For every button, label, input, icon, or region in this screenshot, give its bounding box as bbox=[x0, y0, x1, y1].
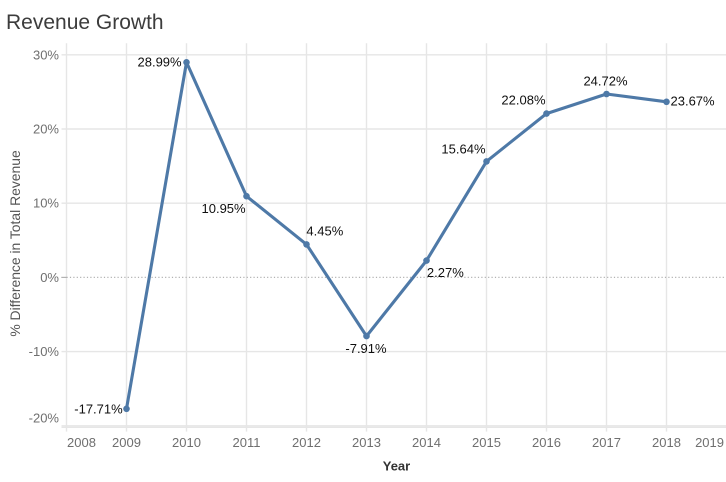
svg-text:-10%: -10% bbox=[29, 344, 60, 359]
svg-text:Year: Year bbox=[383, 459, 410, 474]
svg-text:-17.71%: -17.71% bbox=[74, 401, 123, 416]
svg-text:2016: 2016 bbox=[532, 435, 561, 450]
svg-text:2009: 2009 bbox=[112, 435, 141, 450]
svg-text:15.64%: 15.64% bbox=[441, 141, 486, 156]
svg-text:24.72%: 24.72% bbox=[583, 74, 628, 89]
svg-text:2.27%: 2.27% bbox=[427, 265, 464, 280]
svg-text:10%: 10% bbox=[33, 196, 59, 211]
svg-text:% Difference in Total Revenue: % Difference in Total Revenue bbox=[7, 150, 23, 337]
svg-text:23.67%: 23.67% bbox=[671, 94, 716, 109]
svg-text:2010: 2010 bbox=[172, 435, 201, 450]
svg-text:20%: 20% bbox=[33, 122, 59, 137]
svg-text:-7.91%: -7.91% bbox=[345, 341, 387, 356]
svg-text:Revenue Growth: Revenue Growth bbox=[6, 11, 164, 34]
svg-text:2019: 2019 bbox=[695, 435, 724, 450]
svg-text:2014: 2014 bbox=[412, 435, 441, 450]
svg-text:2011: 2011 bbox=[233, 435, 261, 450]
svg-text:10.95%: 10.95% bbox=[202, 201, 247, 216]
svg-text:0%: 0% bbox=[40, 270, 59, 285]
svg-text:2018: 2018 bbox=[652, 435, 681, 450]
svg-text:4.45%: 4.45% bbox=[306, 224, 343, 239]
svg-text:2012: 2012 bbox=[292, 435, 321, 450]
svg-text:-20%: -20% bbox=[29, 411, 60, 426]
svg-text:22.08%: 22.08% bbox=[501, 92, 546, 107]
svg-text:2017: 2017 bbox=[592, 435, 621, 450]
svg-text:2013: 2013 bbox=[352, 435, 381, 450]
svg-text:30%: 30% bbox=[33, 47, 59, 62]
svg-text:28.99%: 28.99% bbox=[138, 54, 183, 69]
svg-text:2015: 2015 bbox=[472, 435, 501, 450]
svg-text:2008: 2008 bbox=[67, 435, 96, 450]
